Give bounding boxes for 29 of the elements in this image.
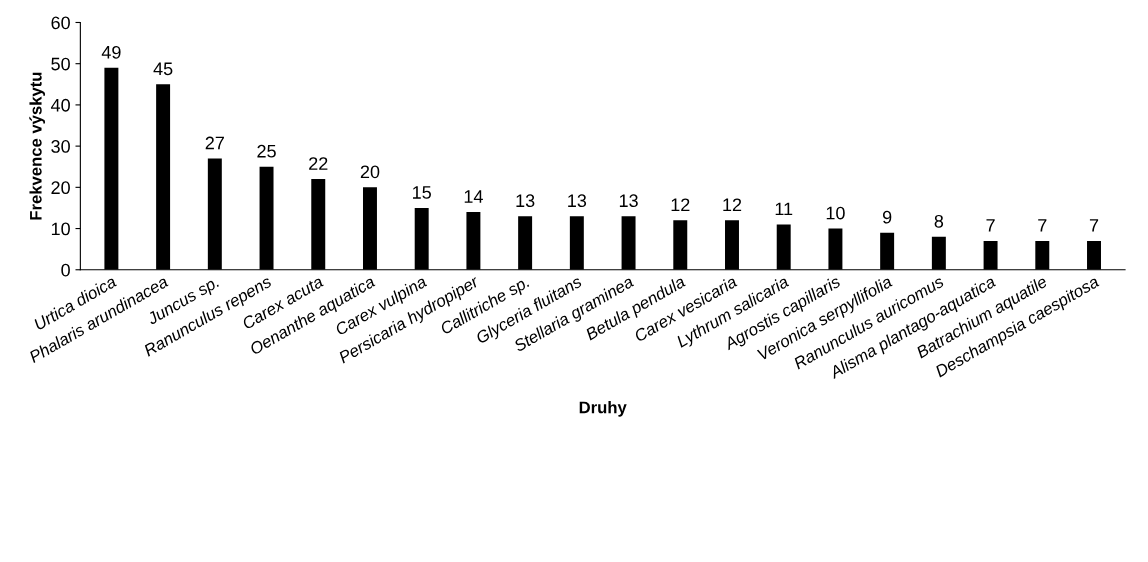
data-label: 13 — [516, 194, 535, 208]
data-label: 13 — [568, 194, 587, 208]
y-tick-label: 40 — [50, 98, 70, 112]
data-label: 9 — [882, 210, 892, 224]
data-label: 7 — [1038, 219, 1047, 232]
data-label: 14 — [464, 190, 483, 203]
x-axis-title: Druhy — [579, 401, 627, 417]
data-label: 49 — [101, 45, 121, 59]
y-tick-label: 0 — [61, 263, 70, 277]
y-tick-label: 30 — [51, 140, 70, 153]
y-tick-label: 50 — [51, 57, 70, 71]
data-label: 11 — [775, 202, 793, 216]
data-label: 12 — [723, 198, 742, 211]
y-tick-label: 10 — [51, 222, 70, 236]
data-label: 7 — [1089, 219, 1099, 232]
data-label: 8 — [934, 214, 944, 228]
data-label: 22 — [309, 157, 328, 170]
data-label: 45 — [153, 62, 173, 76]
data-label: 10 — [826, 206, 845, 220]
data-label: 7 — [986, 219, 995, 232]
data-label: 15 — [413, 186, 431, 199]
y-tick-label: 20 — [51, 181, 70, 195]
y-tick-label: 60 — [51, 16, 70, 30]
data-label: 20 — [360, 165, 380, 179]
data-label: 12 — [671, 198, 690, 211]
data-label: 25 — [257, 144, 276, 158]
data-label: 27 — [205, 136, 224, 150]
data-label: 13 — [619, 194, 638, 208]
y-axis-title: Frekvence výskytu — [29, 72, 45, 220]
